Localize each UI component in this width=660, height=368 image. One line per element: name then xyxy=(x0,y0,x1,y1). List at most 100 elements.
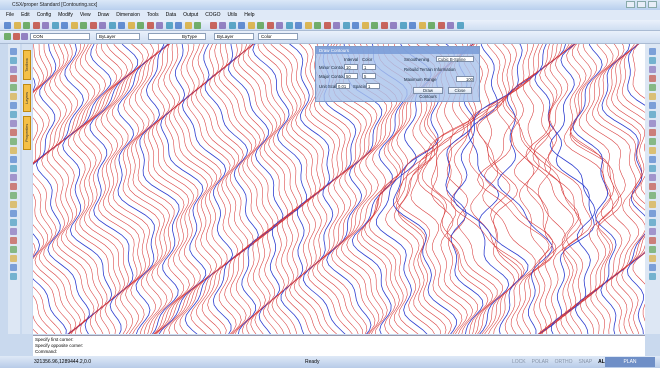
tool-icon[interactable] xyxy=(10,219,17,226)
status-toggle[interactable]: ALL xyxy=(598,359,608,365)
tool-icon[interactable] xyxy=(333,22,340,29)
tool-icon[interactable] xyxy=(228,22,236,29)
minimize[interactable] xyxy=(626,1,635,8)
tool-icon[interactable] xyxy=(285,22,293,29)
status-toggle[interactable]: ORTHO xyxy=(554,359,573,365)
tool-icon[interactable] xyxy=(247,22,255,29)
tool-icon[interactable] xyxy=(10,165,17,172)
tool-icon[interactable] xyxy=(10,228,17,235)
tool-icon[interactable] xyxy=(342,22,350,29)
tool-icon[interactable] xyxy=(649,201,656,208)
menu-item[interactable]: COGO xyxy=(205,12,221,18)
tool-icon[interactable] xyxy=(10,111,17,118)
plot-combo[interactable]: Color xyxy=(258,32,298,40)
menu-item[interactable]: Data xyxy=(165,12,177,18)
tool-icon[interactable] xyxy=(649,129,656,136)
menu-item[interactable]: Edit xyxy=(21,12,30,18)
tool-icon[interactable] xyxy=(99,22,106,29)
tool-icon[interactable] xyxy=(10,129,17,136)
input[interactable]: 10 xyxy=(344,64,358,70)
tool-icon[interactable] xyxy=(10,48,17,55)
tool-icon[interactable] xyxy=(649,237,656,244)
tool-icon[interactable] xyxy=(266,22,274,29)
close-button[interactable]: Close xyxy=(448,87,472,94)
menu-item[interactable]: View xyxy=(79,12,91,18)
tool-icon[interactable] xyxy=(10,102,17,109)
layer-combo[interactable]: CON xyxy=(30,32,90,40)
tool-icon[interactable] xyxy=(361,22,369,29)
tool-icon[interactable] xyxy=(371,22,378,29)
tool-icon[interactable] xyxy=(437,22,445,29)
menu-item[interactable]: Output xyxy=(183,12,199,18)
tool-icon[interactable] xyxy=(456,22,464,29)
tool-icon[interactable] xyxy=(10,147,17,154)
tool-icon[interactable] xyxy=(649,174,656,181)
tool-icon[interactable] xyxy=(70,22,78,29)
tool-icon[interactable] xyxy=(10,174,17,181)
side-tab[interactable]: Properties xyxy=(23,116,31,150)
tool-icon[interactable] xyxy=(118,22,125,29)
tool-icon[interactable] xyxy=(649,228,656,235)
tool-icon[interactable] xyxy=(10,138,17,145)
side-tab[interactable]: Toolbox xyxy=(23,50,31,80)
dropdown[interactable]: Cubic B-Spline xyxy=(436,56,474,62)
tool-icon[interactable] xyxy=(108,22,116,29)
tool-icon[interactable] xyxy=(295,22,302,29)
tool-icon[interactable] xyxy=(219,22,226,29)
tool-icon[interactable] xyxy=(409,22,416,29)
tool-icon[interactable] xyxy=(390,22,397,29)
tool-icon[interactable] xyxy=(649,210,656,217)
input[interactable]: 100 xyxy=(456,76,474,82)
tool-icon[interactable] xyxy=(257,22,264,29)
tool-icon[interactable] xyxy=(127,22,135,29)
status-toggle[interactable]: POLAR xyxy=(531,359,549,365)
checkbox-label[interactable]: Rebuild Terrain Information xyxy=(404,67,456,72)
tool-icon[interactable] xyxy=(649,147,656,154)
tool-icon[interactable] xyxy=(649,183,656,190)
tool-icon[interactable] xyxy=(649,264,656,271)
tool-icon[interactable] xyxy=(89,22,97,29)
input[interactable]: 0.01 xyxy=(336,83,350,89)
tool-icon[interactable] xyxy=(10,273,17,280)
draw-button[interactable]: Draw Contours xyxy=(413,87,443,99)
tool-icon[interactable] xyxy=(10,192,17,199)
tool-icon[interactable] xyxy=(447,22,454,29)
input[interactable]: 5 xyxy=(362,73,376,79)
input[interactable]: 1 xyxy=(362,64,376,70)
tool-icon[interactable] xyxy=(649,84,656,91)
close[interactable] xyxy=(648,1,657,8)
tool-icon[interactable] xyxy=(61,22,68,29)
tool-icon[interactable] xyxy=(23,22,30,29)
tool-icon[interactable] xyxy=(314,22,321,29)
tool-icon[interactable] xyxy=(175,22,182,29)
tool-icon[interactable] xyxy=(649,57,656,64)
tool-icon[interactable] xyxy=(21,33,28,40)
tool-icon[interactable] xyxy=(10,237,17,244)
tool-icon[interactable] xyxy=(649,273,656,280)
tool-icon[interactable] xyxy=(649,75,656,82)
tool-icon[interactable] xyxy=(649,48,656,55)
tool-icon[interactable] xyxy=(238,22,245,29)
tool-icon[interactable] xyxy=(428,22,435,29)
tool-icon[interactable] xyxy=(649,66,656,73)
tool-icon[interactable] xyxy=(649,255,656,262)
tool-icon[interactable] xyxy=(10,246,17,253)
input[interactable]: 50 xyxy=(344,73,358,79)
tool-icon[interactable] xyxy=(649,138,656,145)
tool-icon[interactable] xyxy=(276,22,283,29)
tool-icon[interactable] xyxy=(649,219,656,226)
menu-item[interactable]: Dimension xyxy=(116,12,140,18)
tool-icon[interactable] xyxy=(10,255,17,262)
tool-icon[interactable] xyxy=(13,22,21,29)
tool-icon[interactable] xyxy=(4,22,11,29)
tool-icon[interactable] xyxy=(10,201,17,208)
tool-icon[interactable] xyxy=(380,22,388,29)
menu-item[interactable]: File xyxy=(6,12,15,18)
tool-icon[interactable] xyxy=(10,84,17,91)
status-toggle[interactable]: SNAP xyxy=(578,359,593,365)
menu-item[interactable]: Modify xyxy=(58,12,73,18)
tool-icon[interactable] xyxy=(194,22,201,29)
tool-icon[interactable] xyxy=(10,264,17,271)
tool-icon[interactable] xyxy=(32,22,40,29)
menu-item[interactable]: Config xyxy=(36,12,52,18)
